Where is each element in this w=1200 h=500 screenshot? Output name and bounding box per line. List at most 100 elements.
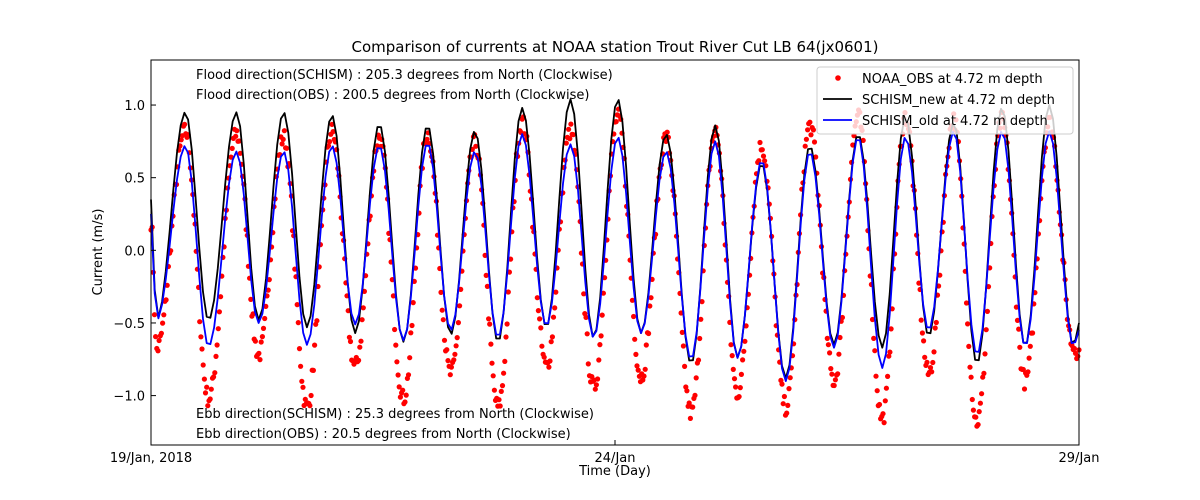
- obs-point: [218, 294, 224, 300]
- obs-point: [922, 354, 928, 360]
- obs-point: [454, 335, 460, 341]
- legend-box: [816, 66, 1074, 135]
- obs-point: [491, 387, 497, 393]
- obs-point: [684, 388, 690, 394]
- obs-point: [452, 351, 458, 357]
- obs-point: [310, 367, 316, 373]
- obs-point: [552, 305, 558, 311]
- obs-point: [455, 320, 461, 326]
- obs-point: [924, 359, 930, 365]
- obs-point: [1025, 369, 1031, 375]
- obs-point: [199, 346, 205, 352]
- obs-point: [885, 373, 891, 379]
- obs-point: [599, 312, 605, 318]
- obs-point: [731, 376, 738, 382]
- obs-point: [473, 143, 479, 149]
- x-tick-label: 24/Jan: [595, 451, 636, 466]
- obs-point: [634, 363, 640, 369]
- obs-point: [279, 141, 285, 147]
- obs-point: [448, 364, 454, 370]
- obs-point: [730, 366, 736, 372]
- obs-point: [647, 303, 653, 309]
- obs-point: [396, 384, 402, 390]
- obs-point: [258, 339, 264, 345]
- obs-point: [488, 341, 494, 347]
- y-tick-label: −1.0: [113, 390, 145, 405]
- obs-point: [330, 129, 336, 135]
- obs-point: [1014, 317, 1021, 323]
- obs-point: [919, 330, 926, 336]
- obs-point: [178, 137, 184, 143]
- obs-point: [262, 315, 268, 322]
- obs-point: [613, 119, 619, 125]
- obs-point: [779, 381, 785, 387]
- obs-point: [756, 158, 762, 164]
- obs-point: [156, 337, 162, 344]
- obs-point: [646, 330, 652, 337]
- obs-point: [888, 326, 894, 332]
- obs-point: [444, 347, 450, 353]
- obs-point: [563, 140, 569, 146]
- obs-point: [299, 378, 305, 384]
- obs-point: [151, 312, 158, 318]
- obs-point: [550, 314, 557, 320]
- obs-point: [553, 289, 559, 295]
- obs-point: [596, 357, 602, 363]
- obs-point: [733, 384, 739, 390]
- obs-point: [1075, 353, 1081, 359]
- y-axis: 1.0 0.5 0.0 −0.5 −1.0: [113, 99, 156, 405]
- obs-point: [453, 343, 459, 349]
- obs-point: [182, 121, 188, 127]
- obs-point: [736, 394, 742, 400]
- obs-point: [570, 132, 576, 138]
- obs-point: [216, 309, 222, 315]
- obs-point: [918, 317, 924, 323]
- obs-point: [872, 348, 878, 354]
- obs-point: [566, 126, 572, 132]
- obs-point: [643, 342, 649, 348]
- obs-point: [976, 409, 982, 415]
- obs-point: [1016, 326, 1022, 332]
- obs-point: [699, 299, 705, 305]
- obs-point: [394, 359, 400, 365]
- obs-point: [807, 119, 813, 125]
- obs-point: [631, 313, 637, 320]
- obs-point: [642, 366, 648, 372]
- obs-point: [757, 139, 763, 146]
- obs-point: [356, 357, 362, 363]
- obs-point: [204, 384, 210, 390]
- obs-point: [1030, 330, 1036, 336]
- obs-point: [229, 145, 235, 151]
- obs-point: [487, 321, 493, 327]
- obs-point: [1013, 304, 1020, 310]
- obs-point: [307, 403, 313, 409]
- obs-point: [300, 384, 306, 390]
- obs-point: [805, 127, 811, 133]
- direction-annotation: Flood direction(OBS) : 200.5 degrees fro…: [196, 88, 589, 103]
- y-tick-label: −0.5: [113, 317, 145, 332]
- obs-point: [458, 286, 464, 292]
- obs-point: [548, 339, 554, 345]
- obs-point: [346, 334, 352, 340]
- obs-point: [441, 337, 448, 343]
- obs-point: [979, 391, 985, 397]
- obs-point: [595, 376, 601, 382]
- obs-point: [824, 335, 830, 341]
- obs-point: [259, 334, 265, 340]
- obs-point: [483, 272, 489, 278]
- obs-point: [970, 407, 977, 413]
- obs-point: [680, 343, 687, 349]
- obs-point: [327, 139, 333, 145]
- obs-point: [737, 385, 743, 391]
- obs-point: [695, 357, 702, 363]
- obs-point: [887, 349, 893, 355]
- obs-point: [497, 403, 503, 409]
- obs-point: [929, 369, 935, 375]
- obs-point: [632, 336, 638, 342]
- obs-point: [549, 334, 556, 340]
- y-axis-label: Current (m/s): [91, 209, 106, 296]
- obs-point: [357, 344, 363, 350]
- obs-point: [228, 154, 234, 160]
- obs-point: [1026, 355, 1032, 361]
- obs-point: [489, 360, 495, 366]
